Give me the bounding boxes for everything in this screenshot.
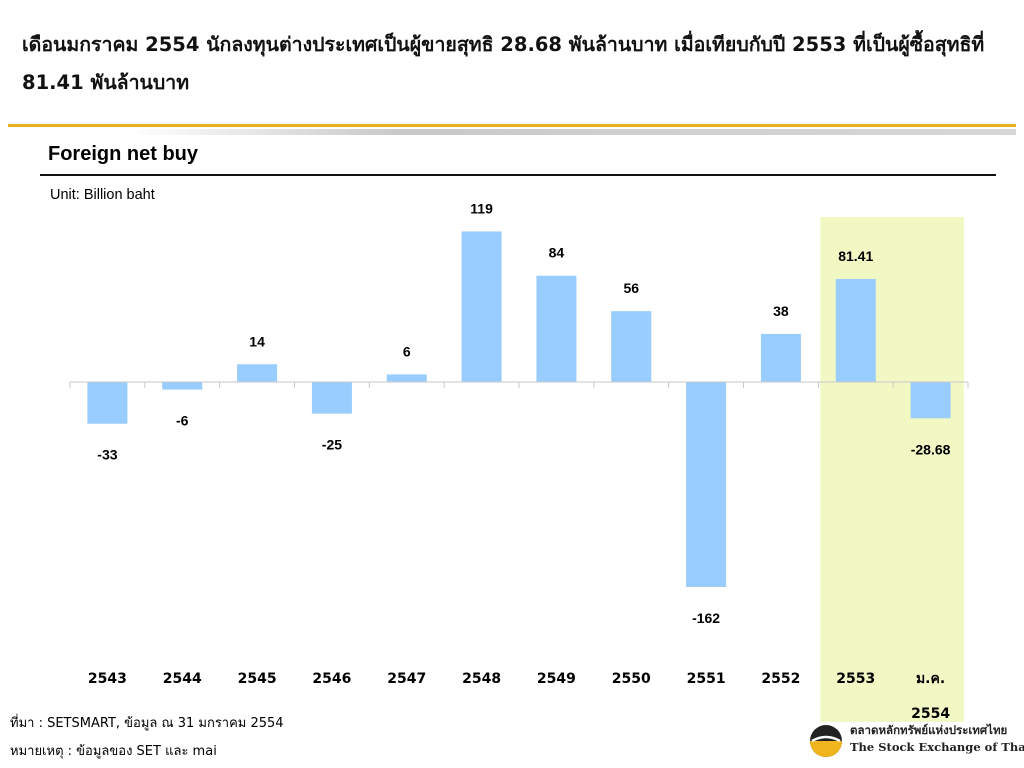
data-label-1: -6: [176, 413, 189, 429]
category-label-11-line-0: ม.ค.: [916, 671, 945, 687]
bar-5: [461, 231, 502, 382]
category-label-6: 2549: [537, 671, 576, 687]
bar-8: [686, 382, 727, 587]
bar-2: [237, 364, 278, 382]
data-label-0: -33: [97, 447, 117, 463]
data-label-6: 84: [549, 245, 565, 261]
bar-6: [536, 275, 577, 382]
bar-7: [611, 311, 652, 382]
category-label-7: 2550: [612, 671, 651, 687]
category-label-3: 2546: [312, 671, 351, 687]
category-label-11-line-1: 2554: [911, 706, 950, 722]
bar-11: [910, 382, 951, 419]
shadow-divider: [130, 129, 1016, 135]
category-label-4: 2547: [387, 671, 426, 687]
category-label-5: 2548: [462, 671, 501, 687]
set-logo-icon: [810, 725, 842, 757]
chart-title-rule: [40, 174, 996, 176]
remark-note: หมายเหตุ : ข้อมูลของ SET และ mai: [10, 744, 217, 759]
data-label-4: 6: [403, 343, 411, 359]
bar-10: [835, 279, 876, 382]
logo-english-name: The Stock Exchange of Thailand: [850, 740, 1024, 754]
category-label-1: 2544: [163, 671, 202, 687]
data-label-8: -162: [692, 610, 720, 626]
bar-4: [386, 374, 427, 382]
logo-thai-name: ตลาดหลักทรัพย์แห่งประเทศไทย: [850, 723, 1008, 737]
data-label-5: 119: [470, 200, 493, 216]
data-label-9: 38: [773, 303, 789, 319]
category-label-0: 2543: [88, 671, 127, 687]
gold-divider: [8, 124, 1016, 127]
set-logo: ตลาดหลักทรัพย์แห่งประเทศไทย The Stock Ex…: [808, 720, 1024, 762]
bar-9: [760, 333, 801, 382]
bar-3: [311, 382, 352, 414]
bar-0: [87, 382, 128, 424]
category-label-10: 2553: [836, 671, 875, 687]
data-label-10: 81.41: [838, 248, 873, 264]
source-note: ที่มา : SETSMART, ข้อมูล ณ 31 มกราคม 255…: [10, 716, 284, 731]
data-label-3: -25: [322, 437, 342, 453]
category-label-9: 2552: [761, 671, 800, 687]
chart-title: Foreign net buy: [48, 143, 198, 165]
unit-label: Unit: Billion baht: [50, 187, 155, 203]
data-label-7: 56: [623, 280, 639, 296]
category-label-2: 2545: [238, 671, 277, 687]
category-label-8: 2551: [687, 671, 726, 687]
headline: เดือนมกราคม 2554 นักลงทุนต่างประเทศเป็นผ…: [22, 33, 985, 94]
data-label-2: 14: [249, 333, 265, 349]
bar-1: [162, 382, 203, 390]
data-label-11: -28.68: [911, 441, 951, 457]
